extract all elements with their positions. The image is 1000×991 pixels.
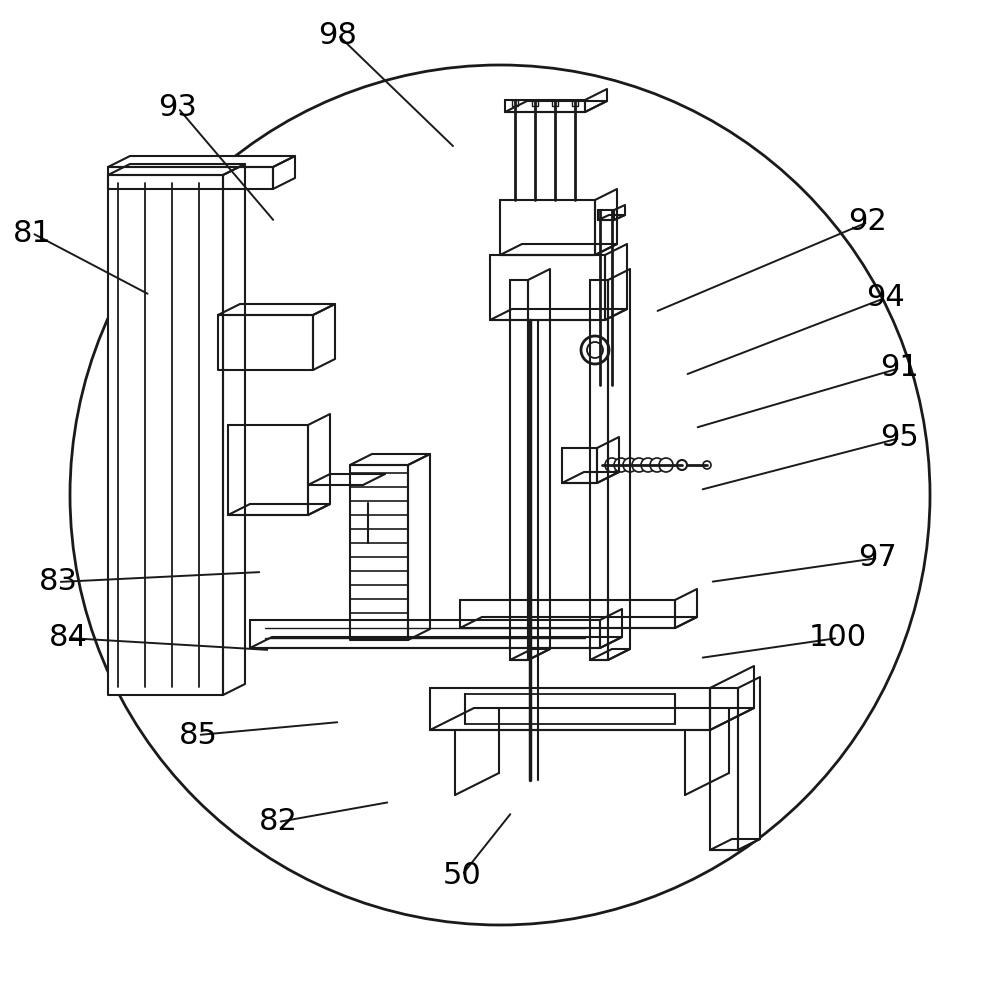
Text: 92: 92	[849, 207, 887, 237]
Polygon shape	[108, 156, 295, 167]
Polygon shape	[108, 167, 273, 189]
Polygon shape	[597, 437, 619, 483]
Polygon shape	[273, 156, 295, 189]
Polygon shape	[605, 244, 627, 320]
Text: 85: 85	[179, 720, 217, 749]
Polygon shape	[223, 164, 245, 695]
Circle shape	[581, 336, 609, 364]
Polygon shape	[430, 708, 754, 730]
Polygon shape	[408, 454, 430, 640]
Polygon shape	[500, 244, 617, 255]
Polygon shape	[614, 205, 625, 220]
Text: 83: 83	[38, 568, 78, 597]
Polygon shape	[600, 609, 622, 648]
Text: 81: 81	[13, 218, 51, 248]
Circle shape	[358, 483, 378, 503]
Polygon shape	[228, 504, 330, 515]
Polygon shape	[572, 100, 578, 106]
Text: 95: 95	[881, 423, 919, 453]
Polygon shape	[108, 164, 245, 175]
Polygon shape	[585, 89, 607, 112]
Text: 84: 84	[49, 623, 87, 652]
Text: 94: 94	[866, 283, 904, 312]
Circle shape	[605, 458, 619, 472]
Circle shape	[650, 458, 664, 472]
Polygon shape	[608, 269, 630, 660]
Polygon shape	[228, 425, 308, 515]
Polygon shape	[250, 620, 600, 648]
Polygon shape	[528, 269, 550, 660]
Polygon shape	[512, 100, 518, 106]
Text: 93: 93	[159, 93, 197, 123]
Polygon shape	[308, 414, 330, 515]
Polygon shape	[350, 465, 408, 640]
Circle shape	[659, 458, 673, 472]
Polygon shape	[510, 649, 550, 660]
Polygon shape	[430, 688, 710, 730]
Polygon shape	[675, 589, 697, 628]
Polygon shape	[505, 100, 585, 112]
Polygon shape	[552, 100, 558, 106]
Polygon shape	[313, 304, 335, 370]
Polygon shape	[460, 600, 675, 628]
Polygon shape	[250, 637, 622, 648]
Polygon shape	[590, 649, 630, 660]
Polygon shape	[465, 694, 675, 724]
Text: 100: 100	[809, 623, 867, 652]
Circle shape	[641, 458, 655, 472]
Polygon shape	[510, 280, 528, 660]
Polygon shape	[460, 617, 697, 628]
Text: 91: 91	[881, 354, 919, 383]
Polygon shape	[505, 101, 607, 112]
Circle shape	[623, 458, 637, 472]
Polygon shape	[532, 100, 538, 106]
Polygon shape	[710, 839, 760, 850]
Text: 98: 98	[319, 21, 357, 50]
Text: 50: 50	[443, 860, 481, 890]
Polygon shape	[598, 215, 625, 220]
Polygon shape	[710, 688, 738, 850]
Polygon shape	[218, 304, 335, 315]
Polygon shape	[350, 454, 430, 465]
Polygon shape	[710, 666, 754, 730]
Polygon shape	[218, 315, 313, 370]
Polygon shape	[595, 189, 617, 255]
Circle shape	[677, 460, 687, 470]
Polygon shape	[500, 200, 595, 255]
Polygon shape	[108, 175, 223, 695]
Polygon shape	[598, 210, 614, 220]
Polygon shape	[490, 309, 627, 320]
Circle shape	[362, 537, 374, 549]
Circle shape	[632, 458, 646, 472]
Text: 97: 97	[859, 543, 897, 573]
Circle shape	[614, 458, 628, 472]
Polygon shape	[562, 448, 597, 483]
Polygon shape	[590, 280, 608, 660]
Polygon shape	[490, 255, 605, 320]
Polygon shape	[562, 472, 619, 483]
Text: 82: 82	[259, 808, 297, 836]
Polygon shape	[738, 677, 760, 850]
